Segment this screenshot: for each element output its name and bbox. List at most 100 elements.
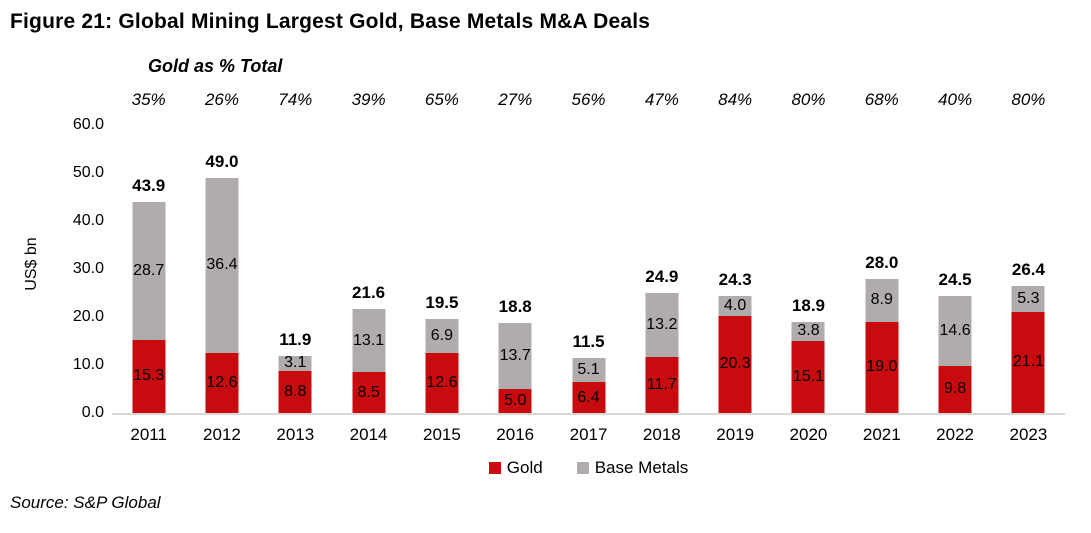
y-tick-label: 10.0 (72, 356, 104, 373)
gold-value-label: 8.8 (284, 382, 307, 400)
total-value-label: 21.6 (352, 283, 386, 303)
base-metals-value-label: 6.9 (430, 326, 454, 344)
bar-column: 12.6 36.4 49.0 (185, 115, 258, 413)
gold-segment (865, 321, 899, 413)
total-value-label: 24.9 (645, 267, 679, 287)
base-metals-value-label: 5.1 (577, 361, 600, 379)
base-metals-segment (425, 319, 459, 353)
gold-swatch-icon (488, 462, 501, 474)
gold-value-label: 15.1 (792, 367, 825, 385)
base-metals-value-label: 36.4 (206, 256, 238, 274)
bar-column: 9.8 14.6 24.5 (918, 115, 991, 413)
y-tick-label: 50.0 (72, 164, 104, 181)
percent-label: 74% (278, 90, 313, 109)
bar-column: 15.1 3.8 18.9 (772, 115, 845, 413)
legend-item-base-metals: Base Metals (576, 458, 689, 478)
bar-column: 21.1 5.3 26.4 (992, 115, 1065, 413)
year-label: 2017 (569, 425, 608, 444)
base-metals-segment (498, 323, 532, 389)
chart-legend: Gold Base Metals (112, 458, 1065, 478)
gold-value-label: 15.3 (133, 367, 165, 385)
percent-label: 40% (938, 90, 973, 109)
base-metals-segment (352, 309, 386, 373)
bar-column: 8.5 13.1 21.6 (332, 115, 405, 413)
gold-segment (498, 389, 532, 413)
percent-label: 68% (864, 90, 899, 109)
bar-column: 11.7 13.2 24.9 (625, 115, 698, 413)
gold-value-label: 20.3 (719, 355, 751, 373)
total-value-label: 18.9 (791, 296, 826, 316)
year-label: 2016 (496, 425, 535, 444)
y-tick-label: 40.0 (72, 212, 104, 229)
figure-title: Figure 21: Global Mining Largest Gold, B… (10, 10, 651, 33)
total-value-label: 11.5 (572, 331, 605, 351)
year-label: 2012 (203, 425, 241, 444)
bar-column: 6.4 5.1 11.5 (552, 115, 625, 413)
base-metals-value-label: 13.7 (499, 347, 531, 365)
gold-value-label: 11.7 (646, 375, 677, 393)
total-value-label: 43.9 (132, 175, 166, 195)
y-tick-label: 60.0 (72, 116, 104, 133)
source-note: Source: S&P Global (10, 493, 161, 512)
base-metals-segment (791, 322, 825, 341)
gold-value-label: 12.6 (426, 373, 458, 391)
base-metals-swatch-icon (576, 462, 589, 474)
bar-column: 5.0 13.7 18.8 (479, 115, 552, 413)
base-metals-value-label: 13.2 (646, 316, 678, 334)
year-label: 2021 (862, 425, 901, 444)
bar-column: 8.8 3.1 11.9 (259, 115, 332, 413)
percent-label: 80% (791, 90, 826, 109)
base-metals-segment (865, 279, 899, 322)
total-value-label: 18.8 (498, 297, 532, 317)
bar-column: 15.3 28.7 43.9 (112, 115, 185, 413)
percent-label: 47% (644, 90, 679, 109)
percent-label: 84% (718, 90, 753, 109)
base-metals-segment (718, 296, 752, 316)
gold-segment (425, 352, 459, 413)
base-metals-segment (132, 201, 166, 340)
gold-segment (205, 352, 239, 413)
annotation-header: Gold as % Total (148, 56, 283, 76)
plot-area: 15.3 28.7 43.9 12.6 36.4 49.0 8.8 3.1 11.9 8.5 13.… (112, 115, 1065, 415)
percent-label: 80% (1011, 90, 1046, 109)
year-label: 2022 (936, 425, 974, 444)
gold-value-label: 12.6 (206, 373, 238, 391)
y-tick-label: 30.0 (72, 260, 104, 277)
total-value-label: 28.0 (865, 253, 899, 273)
gold-pct-row: 35% 26% 74% 39% 65% 27% 56% 47% 84% 80% 68% 40% 80% (112, 90, 1065, 110)
gold-value-label: 19.0 (866, 358, 898, 376)
base-metals-segment (205, 177, 239, 353)
year-label: 2014 (349, 425, 388, 444)
total-value-label: 24.3 (718, 270, 752, 290)
year-label: 2020 (789, 425, 828, 444)
gold-segment (938, 365, 972, 413)
gold-segment (572, 382, 606, 413)
total-value-label: 24.5 (938, 269, 972, 289)
base-metals-value-label: 28.7 (133, 261, 165, 279)
gold-segment (718, 315, 752, 413)
total-value-label: 19.5 (425, 293, 459, 313)
gold-segment (1011, 311, 1045, 413)
base-metals-value-label: 13.1 (353, 331, 385, 349)
y-tick-label: 20.0 (72, 308, 104, 325)
percent-label: 65% (424, 90, 459, 109)
percent-label: 27% (498, 90, 533, 109)
gold-segment (278, 370, 312, 413)
percent-label: 39% (351, 90, 386, 109)
year-label: 2023 (1009, 425, 1048, 444)
year-label: 2013 (276, 425, 315, 444)
bar-column: 20.3 4.0 24.3 (699, 115, 772, 413)
total-value-label: 49.0 (205, 151, 239, 171)
gold-segment (352, 372, 386, 413)
legend-base-metals-label: Base Metals (594, 458, 689, 477)
year-label: 2018 (642, 425, 681, 444)
base-metals-value-label: 4.0 (724, 296, 747, 314)
legend-gold-label: Gold (506, 458, 543, 477)
base-metals-segment (278, 355, 312, 371)
base-metals-segment (938, 295, 972, 366)
total-value-label: 11.9 (279, 329, 312, 349)
bar-column: 12.6 6.9 19.5 (405, 115, 478, 413)
x-axis-labels: 2011 2012 2013 2014 2015 2016 2017 2018 2019 2020… (112, 425, 1065, 445)
percent-label: 56% (571, 90, 606, 109)
